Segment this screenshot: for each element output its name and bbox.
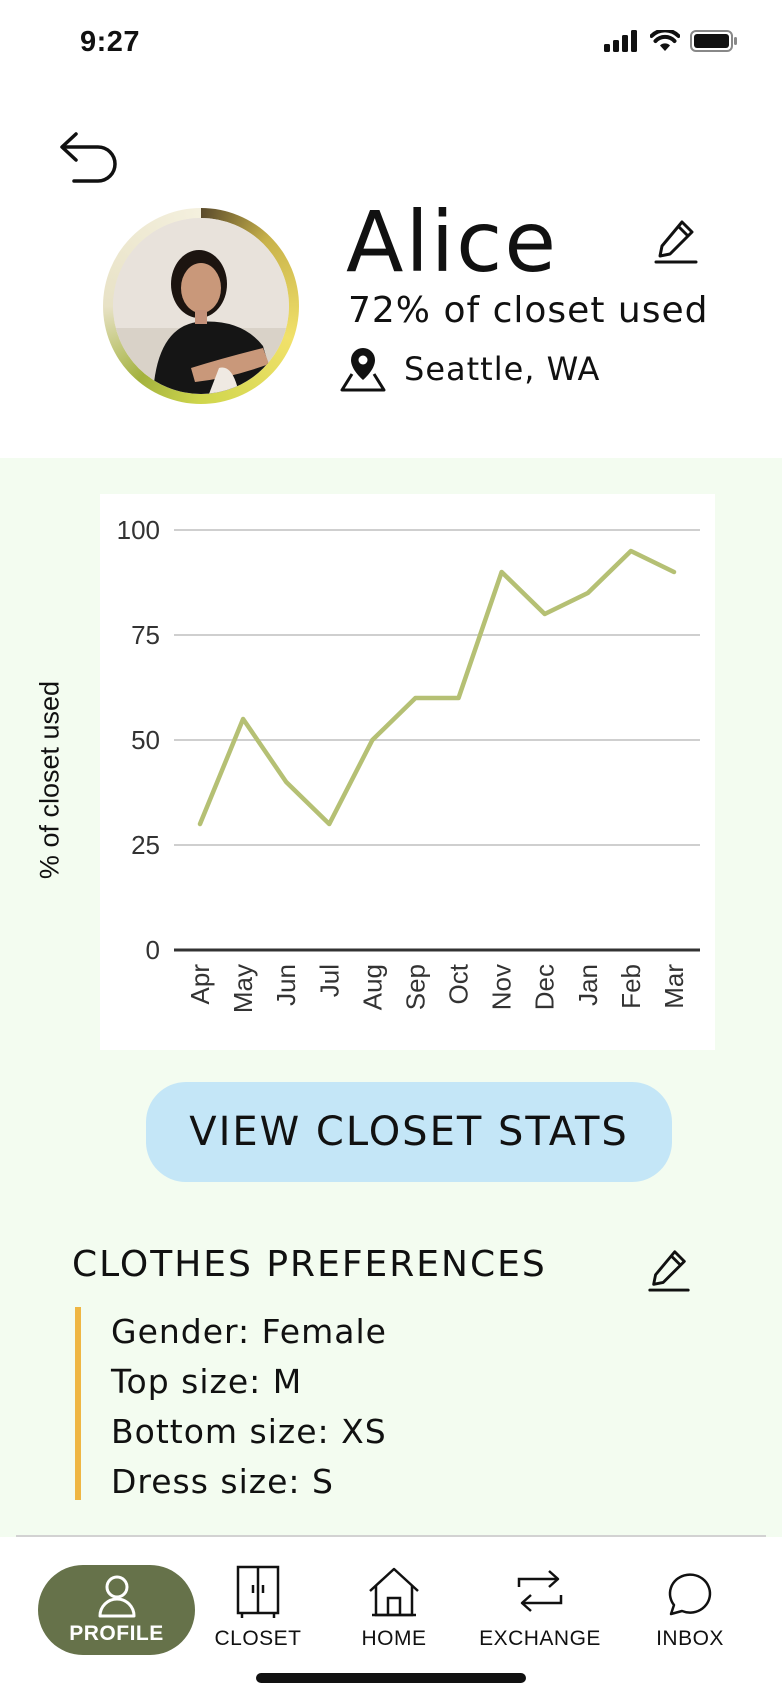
- tab-label-home: HOME: [361, 1627, 427, 1650]
- tab-bar-divider: [16, 1535, 766, 1537]
- x-tick-label: Aug: [357, 964, 387, 1010]
- tab-inbox[interactable]: INBOX: [650, 1565, 730, 1651]
- y-axis-label: % of closet used: [34, 680, 65, 880]
- x-tick-label: Apr: [185, 964, 215, 1005]
- x-tick-label: Feb: [616, 964, 646, 1009]
- edit-profile-button[interactable]: [652, 216, 700, 264]
- preferences-list: Gender: Female Top size: M Bottom size: …: [75, 1307, 387, 1501]
- y-tick-label: 25: [131, 830, 160, 860]
- closet-usage-chart: 0 25 50 75 100 Apr May Jun Jul Aug Sep Oct Nov Dec Jan…: [100, 494, 715, 1050]
- y-tick-label: 75: [131, 620, 160, 650]
- closet-used-text: 72% of closet used: [348, 290, 709, 331]
- location-text: Seattle, WA: [404, 350, 601, 388]
- battery-icon: [690, 30, 737, 52]
- profile-name: Alice: [346, 193, 559, 291]
- back-arrow-icon: [60, 132, 117, 183]
- preference-dress-size: Dress size: S: [111, 1462, 334, 1501]
- home-indicator: [256, 1673, 526, 1683]
- y-tick-label: 50: [131, 725, 160, 755]
- tab-label-inbox: INBOX: [656, 1627, 724, 1650]
- view-closet-stats-button[interactable]: VIEW CLOSET STATS: [146, 1082, 672, 1182]
- x-tick-label: Mar: [659, 964, 689, 1009]
- tab-profile[interactable]: PROFILE: [38, 1565, 195, 1655]
- x-tick-label: Dec: [530, 964, 560, 1010]
- x-tick-label: Oct: [444, 963, 474, 1004]
- wifi-icon: [650, 30, 680, 51]
- x-tick-label: Sep: [400, 964, 430, 1010]
- signal-icon: [604, 30, 637, 52]
- location-pin-icon: [340, 348, 386, 392]
- pencil-icon: [648, 1250, 690, 1292]
- avatar-photo: [113, 218, 289, 394]
- status-icons: [604, 30, 738, 52]
- preference-gender: Gender: Female: [111, 1312, 387, 1351]
- x-tick-label: Jan: [573, 964, 603, 1006]
- home-icon: [369, 1567, 419, 1617]
- tab-label-exchange: EXCHANGE: [479, 1627, 601, 1650]
- preferences-title: CLOTHES PREFERENCES: [72, 1244, 547, 1285]
- tab-home[interactable]: HOME: [354, 1565, 434, 1651]
- tab-exchange[interactable]: EXCHANGE: [479, 1565, 600, 1651]
- y-tick-label: 100: [117, 515, 160, 545]
- x-tick-label: Jun: [271, 964, 301, 1006]
- location-row: Seattle, WA: [338, 344, 600, 394]
- edit-preferences-button[interactable]: [646, 1246, 692, 1292]
- back-button[interactable]: [56, 128, 126, 188]
- tab-label-profile: PROFILE: [69, 1622, 164, 1645]
- exchange-arrows-icon: [517, 1570, 563, 1612]
- tab-closet[interactable]: CLOSET: [214, 1565, 301, 1651]
- wardrobe-icon: [236, 1565, 280, 1618]
- person-icon: [98, 1575, 135, 1618]
- x-tick-label: Nov: [487, 964, 517, 1010]
- tab-label-closet: CLOSET: [214, 1627, 302, 1650]
- status-time: 9:27: [80, 26, 141, 58]
- series-line: [197, 548, 677, 827]
- avatar[interactable]: [103, 208, 299, 404]
- preference-top-size: Top size: M: [111, 1362, 303, 1401]
- chat-bubble-icon: [668, 1573, 712, 1616]
- chart-svg: 0 25 50 75 100 Apr May Jun Jul Aug Sep Oct Nov Dec Jan…: [117, 515, 700, 1013]
- x-tick-label: May: [228, 964, 258, 1013]
- pencil-icon: [654, 220, 698, 264]
- person-photo-illustration: [113, 218, 289, 394]
- x-tick-label: Jul: [314, 964, 344, 997]
- y-tick-label: 0: [146, 935, 160, 965]
- preference-bottom-size: Bottom size: XS: [111, 1412, 387, 1451]
- status-bar: 9:27: [0, 0, 782, 90]
